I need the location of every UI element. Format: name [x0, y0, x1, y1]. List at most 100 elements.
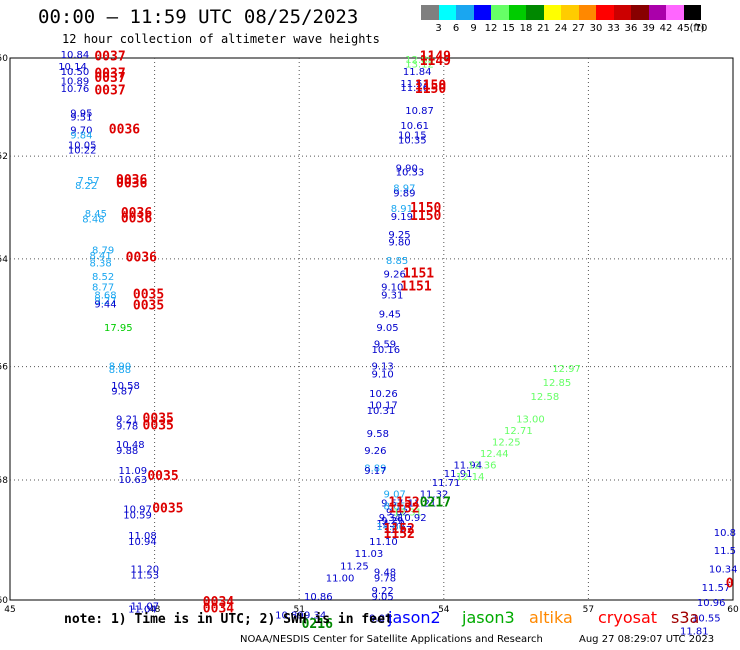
pass-time-label: 1150	[410, 201, 441, 216]
scale-label: 12	[484, 23, 498, 34]
pass-time-label: 0035	[133, 298, 164, 313]
legend-jason3: jason3	[462, 608, 515, 627]
wave-height-value: 9.34	[304, 611, 326, 622]
scale-label: 39	[642, 23, 655, 34]
scale-swatch	[648, 5, 666, 20]
wave-height-value: 9.26	[384, 269, 406, 280]
wave-height-value: 10.63	[118, 475, 147, 486]
wave-height-value: 9.89	[393, 189, 415, 200]
wave-height-value: 11.10	[369, 537, 398, 548]
wave-height-value: 12.97	[552, 364, 581, 375]
wave-height-value: 9.95	[70, 108, 92, 119]
pass-time-label: 1152	[388, 495, 419, 510]
wave-height-value: 10.86	[304, 592, 333, 603]
scale-swatch	[596, 5, 614, 20]
wave-height-value: 8.22	[75, 181, 97, 192]
wave-height-value: 11.77	[384, 525, 413, 536]
wave-height-value: 11.03	[355, 549, 384, 560]
wave-height-value: 10.31	[367, 406, 396, 417]
wave-height-value: 8.48	[82, 214, 104, 225]
wave-height-value: 11.21	[408, 498, 437, 509]
scale-label: 18	[519, 23, 533, 34]
wave-height-value: 9.05	[376, 323, 398, 334]
wave-height-value: 11.08	[128, 531, 157, 542]
scale-swatch	[491, 5, 509, 20]
wave-height-value: 11.94	[453, 460, 482, 471]
scale-swatch	[456, 5, 474, 20]
pass-time-label: 0036	[121, 206, 152, 221]
wave-height-value: 11.09	[118, 466, 147, 477]
pass-time-label: 0216	[302, 617, 333, 632]
wave-height-value: 9.22	[372, 586, 394, 597]
scale-swatch	[561, 5, 579, 20]
lon-tick-label: 45	[4, 605, 15, 615]
lon-tick-label: 57	[583, 605, 594, 615]
pass-time-label: 0034	[203, 601, 234, 616]
scale-swatch	[613, 5, 631, 20]
page-title: 00:00 — 11:59 UTC 08/25/2023	[38, 6, 359, 28]
wave-height-value: 13.00	[516, 415, 545, 426]
wave-height-value: 11.16	[400, 83, 429, 94]
lon-tick-label: 54	[438, 605, 450, 615]
pass-time-label: 1151	[403, 266, 434, 281]
wave-height-value: 12.44	[480, 449, 509, 460]
pass-time-label: 1151	[400, 280, 431, 295]
scale-label: 24	[554, 23, 568, 34]
scale-label: 21	[537, 23, 550, 34]
pass-time-label: 1150	[415, 82, 446, 97]
wave-height-value: 11.5	[714, 546, 736, 557]
wave-height-value: 9.58	[367, 429, 389, 440]
wave-height-value: 8.45	[85, 209, 107, 220]
wave-height-value: 11.20	[131, 564, 160, 575]
pass-time-label: 1150	[415, 78, 446, 93]
wave-height-value: 9.80	[388, 238, 410, 249]
page-subtitle: 12 hour collection of altimeter wave hei…	[62, 32, 380, 46]
wave-height-value: 9.13	[372, 361, 394, 372]
scale-swatch	[473, 5, 491, 20]
wave-height-value: 8.85	[386, 256, 408, 267]
wave-height-value: 10.05	[68, 141, 97, 152]
scale-label: 45	[677, 23, 690, 34]
wave-height-value: 10.89	[275, 611, 304, 622]
pass-time-label: 1150	[410, 209, 441, 224]
scale-label: 27	[572, 23, 585, 34]
wave-height-value: 12.36	[468, 460, 497, 471]
wave-height-value: 9.10	[372, 370, 394, 381]
pass-time-label: 1152	[388, 501, 419, 516]
pass-time-label: 0036	[116, 176, 147, 191]
scale-label: 70	[694, 23, 708, 34]
wave-height-value: 10.87	[405, 106, 434, 117]
wave-height-value: 8.38	[90, 259, 112, 270]
footer-credit: NOAA/NESDIS Center for Satellite Applica…	[240, 634, 543, 645]
pass-time-label: 0035	[143, 412, 174, 427]
wave-height-value: 9.62	[386, 507, 408, 518]
wave-height-value: 9.57	[381, 498, 403, 509]
lon-tick-label: 60	[727, 605, 739, 615]
pass-time-label: 0035	[152, 501, 183, 516]
wave-height-value: 11.25	[340, 561, 369, 572]
wave-height-value: 11.57	[702, 583, 731, 594]
wave-height-value: 8.91	[391, 204, 413, 215]
pass-time-label: 1152	[384, 527, 415, 542]
wave-height-value: 10.97	[123, 504, 152, 515]
pass-time-label: 0036	[109, 123, 140, 138]
wave-height-value: 12.71	[504, 426, 533, 437]
wave-height-value: 8.79	[92, 246, 114, 257]
pass-time-label: 1149	[420, 54, 451, 69]
wave-height-value: 14.59	[376, 519, 405, 530]
wave-height-value: 9.07	[369, 614, 391, 625]
scale-swatch	[526, 5, 544, 20]
wave-height-value: 17.95	[104, 323, 133, 334]
wave-height-value: 11.91	[444, 469, 473, 480]
wave-height-value: 10.34	[709, 564, 738, 575]
wave-height-value: 9.25	[388, 230, 410, 241]
wave-height-value: 10.92	[398, 513, 427, 524]
wave-height-value: 11.04	[128, 604, 157, 615]
wave-height-value: 9.26	[364, 446, 386, 457]
scale-swatch	[543, 5, 561, 20]
wave-height-value: 10.8	[714, 528, 736, 539]
wave-height-value: 8.89	[364, 463, 386, 474]
legend-cryosat: cryosat	[598, 608, 658, 627]
pass-time-label: 0036	[126, 250, 157, 265]
wave-height-value: 9.34	[379, 513, 401, 524]
